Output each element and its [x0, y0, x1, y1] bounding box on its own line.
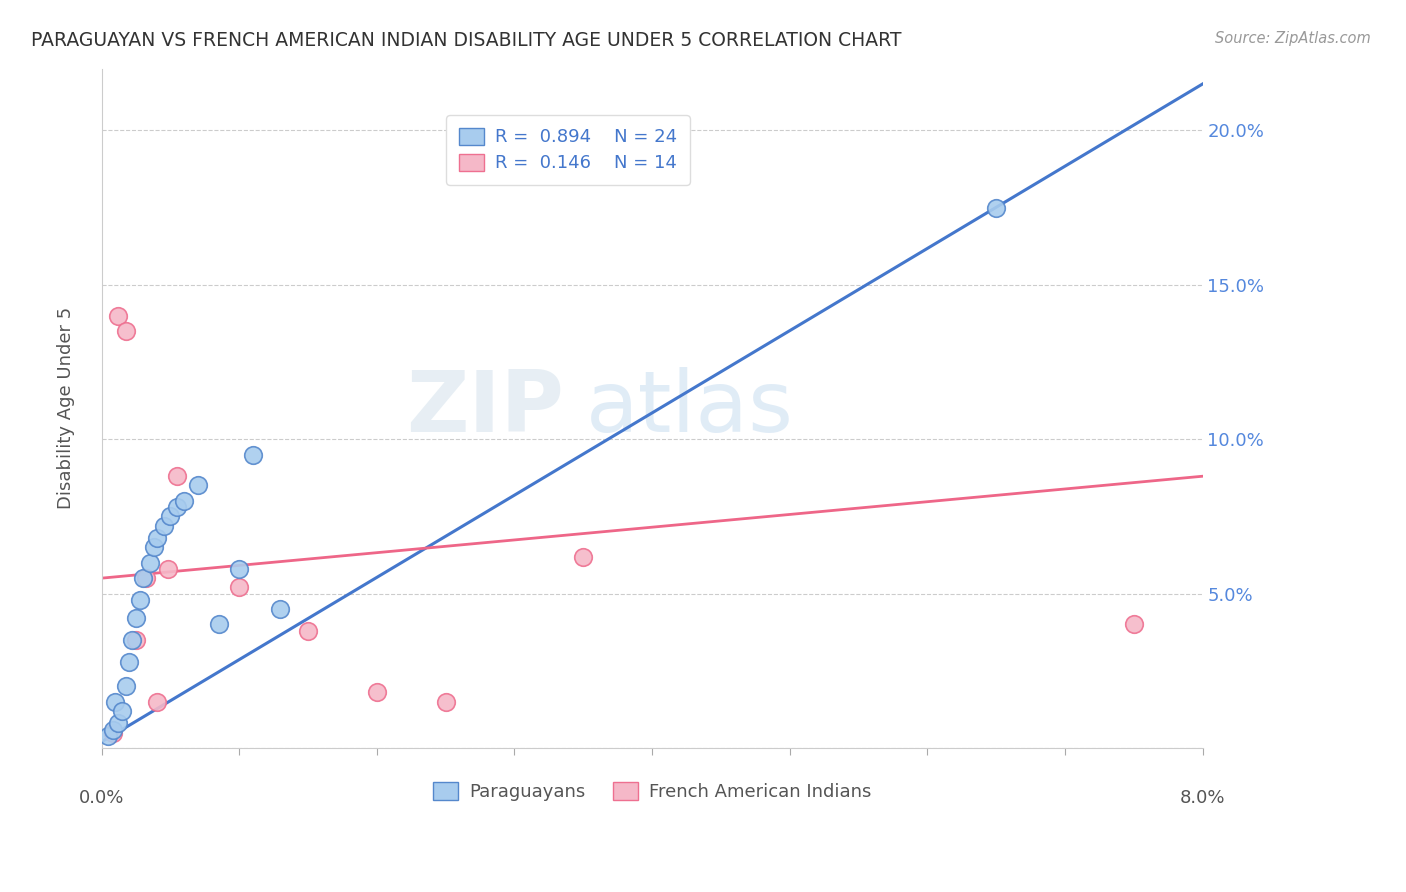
Point: [366, 685, 388, 699]
Point: [125, 632, 148, 647]
Legend: Paraguayans, French American Indians: Paraguayans, French American Indians: [420, 770, 884, 814]
Point: [1122, 617, 1144, 632]
Point: [135, 571, 157, 585]
Point: [207, 617, 229, 632]
Point: [145, 695, 167, 709]
Point: [107, 716, 129, 731]
Point: [242, 448, 264, 462]
Point: [228, 581, 250, 595]
Point: [111, 704, 134, 718]
Point: [101, 725, 124, 739]
Point: [269, 602, 291, 616]
Point: [166, 469, 188, 483]
Point: [434, 695, 457, 709]
Text: 8.0%: 8.0%: [1180, 789, 1226, 806]
Point: [104, 695, 127, 709]
Text: Source: ZipAtlas.com: Source: ZipAtlas.com: [1215, 31, 1371, 46]
Point: [129, 592, 152, 607]
Point: [187, 478, 209, 492]
Text: 0.0%: 0.0%: [79, 789, 124, 806]
Point: [572, 549, 595, 564]
Point: [121, 632, 143, 647]
Point: [156, 562, 179, 576]
Point: [166, 500, 188, 515]
Point: [107, 309, 129, 323]
Point: [145, 531, 167, 545]
Point: [297, 624, 319, 638]
Point: [101, 723, 124, 737]
Text: PARAGUAYAN VS FRENCH AMERICAN INDIAN DISABILITY AGE UNDER 5 CORRELATION CHART: PARAGUAYAN VS FRENCH AMERICAN INDIAN DIS…: [31, 31, 901, 50]
Point: [138, 556, 160, 570]
Point: [173, 494, 195, 508]
Point: [115, 324, 138, 338]
Point: [132, 571, 155, 585]
Y-axis label: Disability Age Under 5: Disability Age Under 5: [58, 307, 75, 509]
Point: [986, 201, 1008, 215]
Point: [228, 562, 250, 576]
Point: [97, 729, 120, 743]
Point: [118, 655, 141, 669]
Point: [125, 611, 148, 625]
Text: ZIP: ZIP: [406, 367, 564, 450]
Point: [115, 679, 138, 693]
Point: [159, 509, 181, 524]
Point: [142, 541, 165, 555]
Text: atlas: atlas: [586, 367, 794, 450]
Point: [152, 518, 174, 533]
